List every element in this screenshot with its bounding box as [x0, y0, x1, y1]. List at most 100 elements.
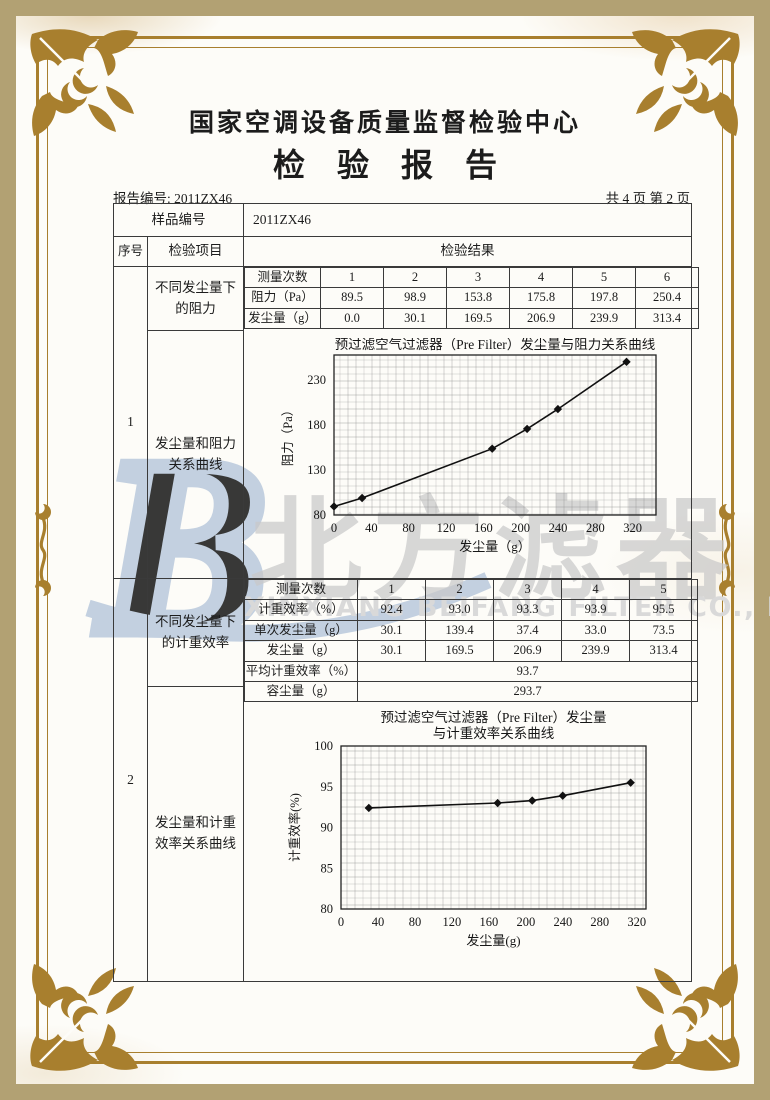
table-cell: 5	[629, 578, 698, 601]
table-cell: 313.4	[629, 640, 698, 662]
report-number: 报告编号: 2011ZX46	[113, 191, 233, 206]
table-cell: 206.9	[493, 640, 562, 662]
table-cell: 30.1	[357, 640, 426, 662]
table-cell: 2	[383, 266, 447, 289]
col-header-result: 检验结果	[244, 237, 691, 267]
table-cell: 250.4	[635, 287, 699, 309]
svg-text:80: 80	[314, 508, 327, 522]
svg-text:85: 85	[321, 861, 334, 875]
page-indicator: 共 4 页 第 2 页	[605, 191, 690, 206]
svg-text:80: 80	[402, 521, 415, 535]
svg-text:发尘量(g): 发尘量(g)	[466, 933, 520, 948]
table-cell: 4	[561, 578, 630, 601]
row1-item-top: 不同发尘量下的阻力	[148, 267, 244, 331]
row1-results: 测量次数 1 2 3 4 5 6 阻力（Pa） 89.5 98.9 153.8 175.8 197.8 2…	[244, 266, 699, 579]
table-cell: 1	[320, 266, 384, 289]
svg-text:200: 200	[516, 915, 535, 929]
gold-frame-inner	[47, 47, 723, 1053]
svg-text:180: 180	[307, 418, 326, 432]
svg-text:预过滤空气过滤器（Pre Filter）发尘量与阻力关系曲线: 预过滤空气过滤器（Pre Filter）发尘量与阻力关系曲线	[335, 338, 656, 352]
table-cell: 测量次数	[244, 266, 321, 289]
table-cell: 37.4	[493, 619, 562, 642]
svg-text:120: 120	[443, 915, 462, 929]
row1-item-bottom: 发尘量和阻力关系曲线	[148, 331, 244, 579]
svg-text:160: 160	[480, 915, 499, 929]
table-cell: 93.0	[425, 599, 494, 621]
table-cell: 1	[357, 578, 426, 601]
svg-text:90: 90	[321, 821, 334, 835]
svg-text:100: 100	[314, 739, 333, 753]
svg-text:240: 240	[553, 915, 572, 929]
table-cell: 单次发尘量（g）	[244, 619, 358, 642]
table-cell: 33.0	[561, 619, 630, 642]
row1-no: 1	[114, 267, 148, 579]
table-cell: 发尘量（g）	[244, 640, 358, 662]
table-row: 单次发尘量（g） 30.1 139.4 37.4 33.0 73.5	[244, 619, 698, 642]
svg-text:240: 240	[549, 521, 568, 535]
table-row: 测量次数 1 2 3 4 5 6	[244, 266, 699, 289]
table-cell: 139.4	[425, 619, 494, 642]
col-header-no: 序号	[114, 237, 148, 267]
row2-item-bottom: 发尘量和计重效率关系曲线	[148, 687, 244, 981]
table-cell: 阻力（Pa）	[244, 287, 321, 309]
table-cell: 93.3	[493, 599, 562, 621]
col-header-item: 检验项目	[148, 237, 244, 267]
svg-text:120: 120	[437, 521, 456, 535]
svg-text:320: 320	[627, 915, 646, 929]
table-row: 阻力（Pa） 89.5 98.9 153.8 175.8 197.8 250.4	[244, 287, 699, 309]
svg-text:80: 80	[321, 902, 334, 916]
table-cell: 153.8	[446, 287, 510, 309]
table-cell: 169.5	[425, 640, 494, 662]
svg-text:280: 280	[590, 915, 609, 929]
svg-text:阻力（Pa）: 阻力（Pa）	[281, 404, 295, 467]
report-title: 检验报告	[272, 147, 529, 183]
table-cell: 4	[509, 266, 573, 289]
report-meta-line: 报告编号: 2011ZX46 共 4 页 第 2 页	[113, 187, 690, 207]
table-cell: 容尘量（g）	[244, 680, 358, 703]
table-cell: 73.5	[629, 619, 698, 642]
gold-frame-outer	[36, 36, 734, 1064]
table-cell: 计重效率（%）	[244, 599, 358, 621]
table-cell: 30.1	[383, 307, 447, 330]
row2-item-top: 不同发尘量下的计重效率	[148, 579, 244, 687]
table-cell: 169.5	[446, 307, 510, 330]
svg-text:发尘量（g）: 发尘量（g）	[459, 539, 531, 554]
table-row: 发尘量（g） 0.0 30.1 169.5 206.9 239.9 313.4	[244, 307, 699, 330]
svg-text:160: 160	[474, 521, 493, 535]
table-cell: 98.9	[383, 287, 447, 309]
table-cell: 发尘量（g）	[244, 307, 321, 330]
table-cell: 92.4	[357, 599, 426, 621]
svg-text:95: 95	[321, 780, 334, 794]
table-cell: 30.1	[357, 619, 426, 642]
svg-text:40: 40	[372, 915, 385, 929]
svg-text:200: 200	[511, 521, 530, 535]
table-cell: 89.5	[320, 287, 384, 309]
svg-text:40: 40	[365, 521, 378, 535]
table-cell: 5	[572, 266, 636, 289]
table-cell: 239.9	[572, 307, 636, 330]
table-cell: 206.9	[509, 307, 573, 330]
table-row: 平均计重效率（%） 93.7	[244, 660, 698, 682]
table-cell: 2	[425, 578, 494, 601]
resistance-subtable: 测量次数 1 2 3 4 5 6 阻力（Pa） 89.5 98.9 153.8 175.8 197.8 2…	[244, 266, 699, 330]
resistance-chart: 预过滤空气过滤器（Pre Filter）发尘量与阻力关系曲线 80 130 180 23…	[281, 338, 657, 554]
svg-text:320: 320	[623, 521, 642, 535]
sample-no-label: 样品编号	[114, 204, 244, 237]
row2-no: 2	[114, 579, 148, 981]
table-row: 测量次数 1 2 3 4 5	[244, 578, 698, 601]
table-cell: 93.7	[357, 660, 698, 682]
efficiency-subtable: 测量次数 1 2 3 4 5 计重效率（%） 92.4 93.0 93.3 93.9 95.5 单次发尘…	[244, 578, 698, 703]
table-cell: 175.8	[509, 287, 573, 309]
svg-text:0: 0	[338, 915, 344, 929]
table-cell: 95.5	[629, 599, 698, 621]
table-cell: 0.0	[320, 307, 384, 330]
table-row: 计重效率（%） 92.4 93.0 93.3 93.9 95.5	[244, 599, 698, 621]
svg-text:130: 130	[307, 463, 326, 477]
svg-text:230: 230	[307, 373, 326, 387]
table-cell: 313.4	[635, 307, 699, 330]
center-name: 国家空调设备质量监督检验中心	[188, 110, 581, 137]
table-cell: 平均计重效率（%）	[244, 660, 358, 682]
svg-text:与计重效率关系曲线: 与计重效率关系曲线	[433, 725, 555, 741]
